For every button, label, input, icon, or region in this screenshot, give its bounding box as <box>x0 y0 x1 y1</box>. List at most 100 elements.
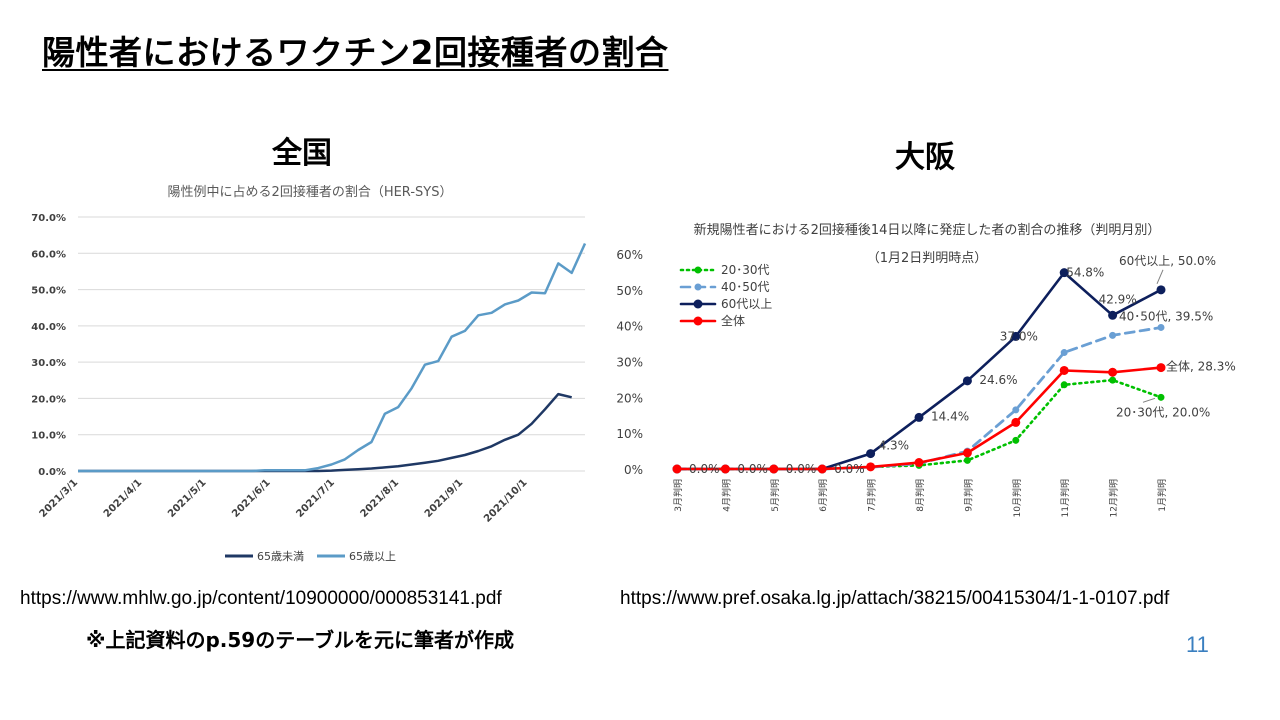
osaka-heading: 大阪 <box>895 140 955 175</box>
osaka-x-tick-label: 7月判明 <box>866 479 878 512</box>
osaka-series-point <box>1157 323 1165 331</box>
osaka-data-label: 40･50代, 39.5% <box>1119 309 1213 323</box>
osaka-x-tick-label: 3月判明 <box>672 479 684 512</box>
osaka-chart-title: 新規陽性者における2回接種後14日以降に発症した者の割合の推移（判明月別） <box>694 222 1161 238</box>
osaka-data-label: 24.6% <box>979 373 1017 387</box>
national-x-tick-label: 2021/8/1 <box>359 477 401 519</box>
osaka-series-line-2 <box>675 326 1163 471</box>
osaka-data-label: 54.8% <box>1066 266 1104 280</box>
osaka-data-label: 4.3% <box>879 439 910 453</box>
osaka-series-line-1 <box>675 378 1163 471</box>
national-heading: 全国 <box>272 136 332 171</box>
osaka-x-tick-label: 5月判明 <box>769 479 781 512</box>
osaka-data-label: 全体, 28.3% <box>1166 359 1236 374</box>
national-y-tick-label: 70.0% <box>31 213 66 224</box>
osaka-data-label: 42.9% <box>1099 292 1137 306</box>
page-number: 11 <box>1186 632 1209 657</box>
osaka-series-point <box>963 456 971 464</box>
national-legend-label: 65歳以上 <box>349 550 396 563</box>
osaka-series-point <box>1060 381 1068 389</box>
osaka-legend-label: 20･30代 <box>721 263 770 277</box>
osaka-data-label: 60代以上, 50.0% <box>1119 254 1216 268</box>
national-x-tick-label: 2021/10/1 <box>482 477 529 524</box>
osaka-data-label: 0.0% <box>786 462 817 476</box>
osaka-legend-label: 全体 <box>721 313 745 328</box>
osaka-series-point <box>962 376 972 386</box>
osaka-legend-label: 60代以上 <box>721 297 772 311</box>
national-y-tick-label: 30.0% <box>31 358 66 369</box>
osaka-series-point <box>914 412 924 422</box>
osaka-x-tick-label: 1月判明 <box>1156 479 1168 512</box>
osaka-chart: 新規陽性者における2回接種後14日以降に発症した者の割合の推移（判明月別） （1月… <box>616 222 1236 517</box>
osaka-x-tick-label: 10月判明 <box>1011 479 1023 517</box>
osaka-series-point <box>1108 310 1118 320</box>
osaka-series-point <box>1011 331 1021 341</box>
osaka-y-tick-label: 60% <box>616 248 643 262</box>
osaka-leader-line <box>1142 397 1156 403</box>
osaka-x-tick-label: 12月判明 <box>1108 479 1120 517</box>
national-y-tick-label: 50.0% <box>31 286 66 297</box>
national-y-tick-label: 40.0% <box>31 322 66 333</box>
osaka-legend-marker <box>694 283 702 291</box>
national-y-tick-label: 20.0% <box>31 394 66 405</box>
osaka-series-point <box>1059 268 1069 278</box>
slide-title: 陽性者におけるワクチン2回接種者の割合 <box>42 33 669 72</box>
osaka-series-point <box>866 449 876 459</box>
osaka-y-tick-label: 30% <box>616 356 643 370</box>
osaka-series-point <box>1012 406 1020 414</box>
osaka-series-point <box>962 448 972 458</box>
source-url-osaka[interactable]: https://www.pref.osaka.lg.jp/attach/3821… <box>620 588 1170 609</box>
national-y-tick-label: 0.0% <box>38 467 66 478</box>
osaka-series-point <box>817 464 827 474</box>
osaka-chart-subtitle: （1月2日判明時点） <box>867 251 988 266</box>
osaka-series-point <box>866 462 876 472</box>
osaka-series-point <box>1060 349 1068 357</box>
osaka-y-tick-label: 20% <box>616 391 643 405</box>
osaka-x-tick-label: 8月判明 <box>914 479 926 512</box>
osaka-x-tick-label: 4月判明 <box>720 479 732 512</box>
national-x-tick-label: 2021/3/1 <box>38 477 80 519</box>
national-series-line-1 <box>78 392 572 473</box>
osaka-series-point <box>1011 417 1021 427</box>
national-x-tick-label: 2021/9/1 <box>423 477 465 519</box>
osaka-series-point <box>720 464 730 474</box>
national-x-tick-label: 2021/6/1 <box>230 477 272 519</box>
osaka-leader-line <box>1156 269 1164 285</box>
osaka-series-point <box>1156 363 1166 373</box>
osaka-series-point <box>1109 331 1117 339</box>
source-url-national[interactable]: https://www.mhlw.go.jp/content/10900000/… <box>20 588 502 609</box>
osaka-x-tick-label: 11月判明 <box>1059 479 1071 517</box>
osaka-data-label: 20･30代, 20.0% <box>1116 405 1210 419</box>
osaka-y-tick-label: 10% <box>616 427 643 441</box>
osaka-data-label: 37.0% <box>1000 329 1038 343</box>
osaka-y-tick-label: 40% <box>616 320 643 334</box>
osaka-series-point <box>1109 376 1117 384</box>
national-legend-label: 65歳未満 <box>257 550 304 563</box>
national-series-line-2 <box>78 242 587 473</box>
osaka-data-label: 14.4% <box>931 409 969 423</box>
osaka-legend-marker <box>693 316 703 326</box>
osaka-y-tick-label: 0% <box>624 463 643 477</box>
osaka-data-label: 0.0% <box>737 462 768 476</box>
osaka-legend-label: 40･50代 <box>721 280 770 294</box>
national-y-tick-label: 60.0% <box>31 249 66 260</box>
osaka-legend-marker <box>693 299 703 309</box>
national-x-tick-label: 2021/4/1 <box>102 477 144 519</box>
national-chart: 陽性例中に占める2回接種者の割合（HER-SYS） 70.0% 60.0% 50.0%… <box>31 184 587 563</box>
national-x-tick-label: 2021/7/1 <box>294 477 336 519</box>
national-x-tick-label: 2021/5/1 <box>166 477 208 519</box>
osaka-data-label: 0.0% <box>834 462 865 476</box>
osaka-series-point <box>914 458 924 468</box>
osaka-x-tick-label: 9月判明 <box>962 479 974 512</box>
osaka-series-point <box>1156 285 1166 295</box>
osaka-series-point <box>1157 393 1165 401</box>
osaka-series-point <box>1059 365 1069 375</box>
osaka-legend-marker <box>694 266 702 274</box>
osaka-series-point <box>1012 436 1020 444</box>
osaka-data-label: 0.0% <box>689 462 720 476</box>
source-note: ※上記資料のp.59のテーブルを元に筆者が作成 <box>86 628 514 652</box>
osaka-series-point <box>769 464 779 474</box>
national-y-tick-label: 10.0% <box>31 431 66 442</box>
osaka-series-point <box>1108 367 1118 377</box>
osaka-x-tick-label: 6月判明 <box>817 479 829 512</box>
